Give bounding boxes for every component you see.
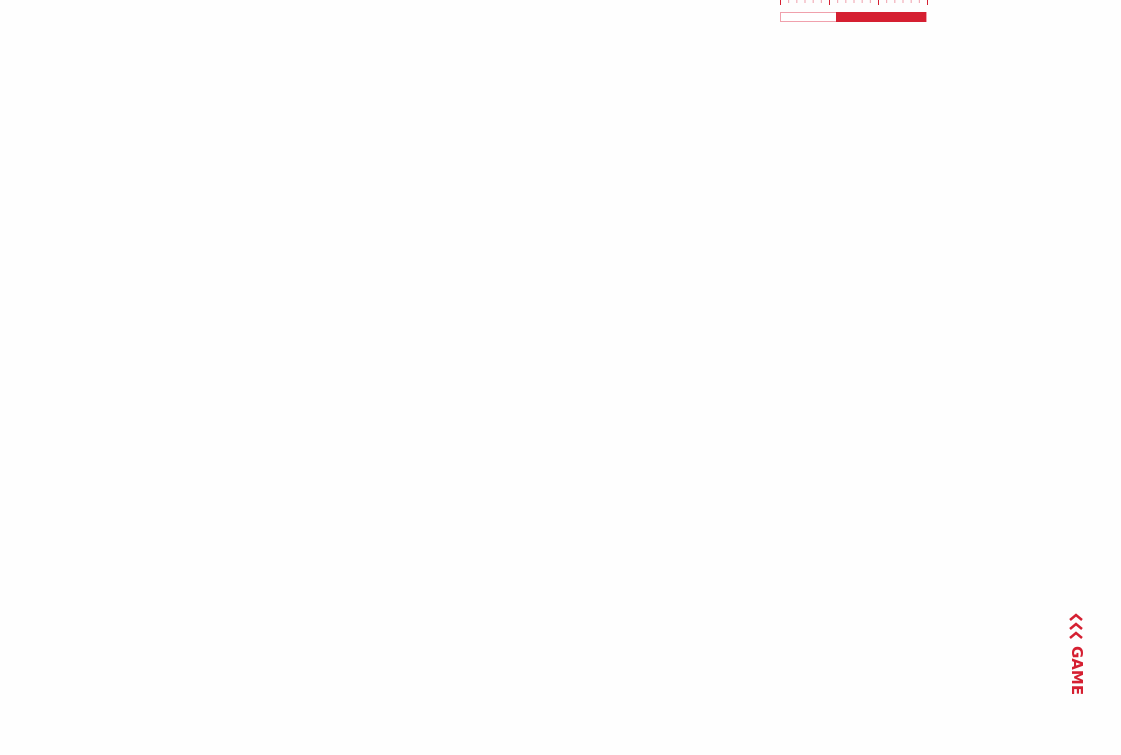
level-meter	[780, 12, 927, 22]
level-meter-fill	[836, 12, 926, 22]
game-button[interactable]	[1064, 612, 1088, 694]
chevrons-up-icon	[1069, 613, 1083, 639]
game-button-label[interactable]: GAME	[1068, 646, 1086, 696]
meter-ticks	[780, 0, 928, 5]
